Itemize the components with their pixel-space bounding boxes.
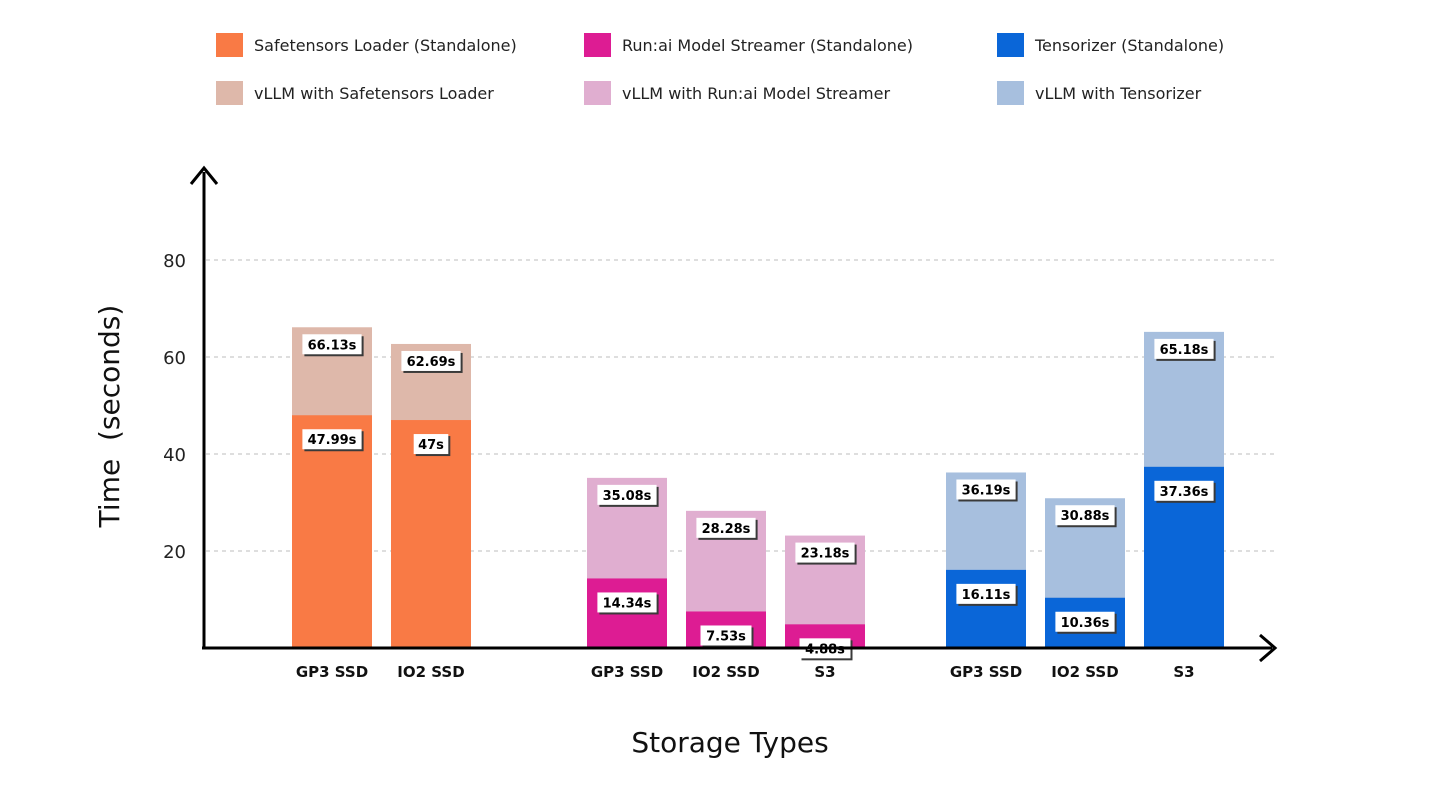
category-label: GP3 SSD	[296, 663, 368, 681]
standalone-value-run-ai-model-streamer-io2-ssd-label-box	[700, 625, 752, 646]
standalone-value-tensorizer-s3-label: 37.36s	[1160, 485, 1209, 500]
bar-standalone-safetensors-loader-gp3-ssd	[292, 415, 372, 648]
x-axis-title: Storage Types	[631, 726, 828, 759]
legend-label: vLLM with Safetensors Loader	[254, 84, 494, 103]
y-axis-title: Time (seconds)	[93, 305, 126, 529]
category-label: GP3 SSD	[950, 663, 1022, 681]
legend-item-run-ai-model-streamer-standalone: Run:ai Model Streamer (Standalone)	[584, 33, 913, 57]
standalone-value-safetensors-loader-gp3-ssd-label-box	[302, 429, 362, 450]
legend-label: Tensorizer (Standalone)	[1034, 36, 1224, 55]
legend: Safetensors Loader (Standalone) Run:ai Mo…	[216, 33, 1224, 105]
category-labels: GP3 SSD IO2 SSD GP3 SSD IO2 SSD S3 GP3 SSD IO2…	[296, 663, 1195, 681]
vllm-value-safetensors-loader-io2-ssd-label-box	[401, 350, 461, 371]
legend-item-safetensors-loader-standalone: Safetensors Loader (Standalone)	[216, 33, 517, 57]
legend-swatch	[584, 33, 611, 57]
x-axis-arrow-icon	[1259, 633, 1278, 663]
standalone-value-tensorizer-io2-ssd-label: 10.36s	[1061, 616, 1110, 631]
legend-item-vllm-with-run-ai-model-streamer: vLLM with Run:ai Model Streamer	[584, 81, 890, 105]
standalone-value-run-ai-model-streamer-gp3-ssd-label: 14.34s	[603, 596, 652, 611]
vllm-value-safetensors-loader-io2-ssd-label: 62.69s	[407, 355, 456, 370]
legend-swatch	[216, 81, 243, 105]
bar-standalone-safetensors-loader-io2-ssd	[391, 420, 471, 648]
group-run-ai-model-streamer: 35.08s 14.34s 28.28s 7.53s 23.18s 4.88s	[587, 477, 865, 661]
category-label: GP3 SSD	[591, 663, 663, 681]
y-tick-label: 40	[163, 445, 186, 466]
y-tick-label: 80	[163, 251, 186, 272]
legend-swatch	[216, 33, 243, 57]
legend-label: Run:ai Model Streamer (Standalone)	[622, 36, 913, 55]
category-label: IO2 SSD	[1051, 663, 1118, 681]
vllm-value-run-ai-model-streamer-s3-label: 23.18s	[801, 547, 850, 562]
vllm-value-safetensors-loader-gp3-ssd-label: 66.13s	[308, 338, 357, 353]
vllm-value-tensorizer-gp3-ssd-label-box	[956, 479, 1016, 500]
standalone-value-run-ai-model-streamer-s3-label: 4.88s	[805, 642, 845, 657]
y-tick-labels: 20 40 60 80	[163, 251, 186, 563]
group-tensorizer: 36.19s 16.11s 30.88s 10.36s 65.18s 37.36s	[946, 331, 1224, 648]
vllm-value-run-ai-model-streamer-s3-label-box	[795, 542, 855, 563]
legend-label: Safetensors Loader (Standalone)	[254, 36, 517, 55]
standalone-value-tensorizer-gp3-ssd-label: 16.11s	[962, 588, 1011, 603]
vllm-value-run-ai-model-streamer-io2-ssd-label: 28.28s	[702, 522, 751, 537]
bar-standalone-tensorizer-gp3-ssd	[946, 569, 1026, 648]
legend-label: vLLM with Run:ai Model Streamer	[622, 84, 890, 103]
category-label: S3	[814, 663, 835, 681]
vllm-value-tensorizer-gp3-ssd-label: 36.19s	[962, 483, 1011, 498]
legend-swatch	[584, 81, 611, 105]
y-axis-arrow-icon	[189, 165, 219, 185]
standalone-value-safetensors-loader-gp3-ssd-label: 47.99s	[308, 433, 357, 448]
standalone-value-tensorizer-io2-ssd-label-box	[1055, 611, 1115, 632]
vllm-value-tensorizer-s3-label-box	[1154, 338, 1214, 359]
y-tick-label: 20	[163, 542, 186, 563]
legend-swatch	[997, 33, 1024, 57]
axes	[189, 165, 1278, 663]
legend-item-tensorizer-standalone: Tensorizer (Standalone)	[997, 33, 1224, 57]
group-safetensors-loader: 66.13s 47.99s 62.69s 47s	[292, 327, 471, 648]
category-label: IO2 SSD	[692, 663, 759, 681]
legend-swatch	[997, 81, 1024, 105]
vllm-value-tensorizer-io2-ssd-label-box	[1055, 505, 1115, 526]
vllm-value-run-ai-model-streamer-gp3-ssd-label-box	[597, 484, 657, 505]
category-label: S3	[1173, 663, 1194, 681]
vllm-value-tensorizer-io2-ssd-label: 30.88s	[1061, 509, 1110, 524]
category-label: IO2 SSD	[397, 663, 464, 681]
vllm-value-run-ai-model-streamer-gp3-ssd-label: 35.08s	[603, 489, 652, 504]
vllm-value-tensorizer-s3-label: 65.18s	[1160, 343, 1209, 358]
y-tick-label: 60	[163, 348, 186, 369]
standalone-value-run-ai-model-streamer-io2-ssd-label: 7.53s	[706, 629, 746, 644]
legend-item-vllm-with-safetensors-loader: vLLM with Safetensors Loader	[216, 81, 494, 105]
vllm-value-run-ai-model-streamer-io2-ssd-label-box	[696, 517, 756, 538]
vllm-value-safetensors-loader-gp3-ssd-label-box	[302, 334, 362, 355]
legend-item-vllm-with-tensorizer: vLLM with Tensorizer	[997, 81, 1202, 105]
standalone-value-safetensors-loader-io2-ssd-label: 47s	[418, 438, 444, 453]
standalone-value-safetensors-loader-io2-ssd-label-box	[413, 434, 449, 455]
standalone-value-run-ai-model-streamer-gp3-ssd-label-box	[597, 592, 657, 613]
legend-label: vLLM with Tensorizer	[1035, 84, 1202, 103]
bars: 66.13s 47.99s 62.69s 47s 35.08s 14.34s 28.28s 7…	[292, 327, 1224, 661]
standalone-value-tensorizer-s3-label-box	[1154, 480, 1214, 501]
standalone-value-tensorizer-gp3-ssd-label-box	[956, 583, 1016, 604]
